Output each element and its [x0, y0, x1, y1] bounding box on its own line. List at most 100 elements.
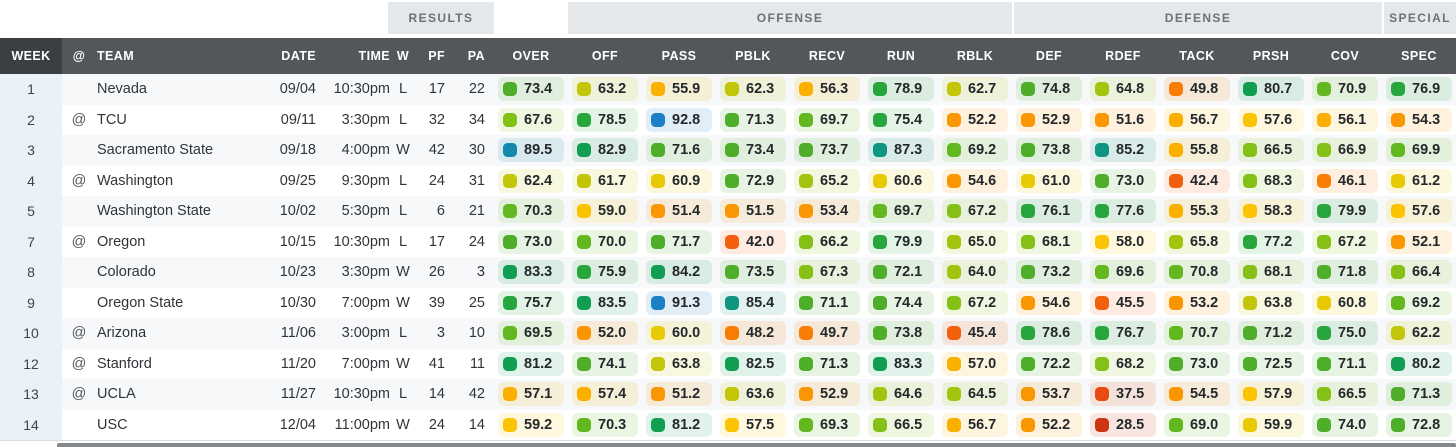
- rating-badge-tack: 53.2: [1164, 290, 1230, 315]
- rating-value: 59.9: [1264, 416, 1293, 433]
- rating-color-dot: [503, 295, 517, 310]
- cell-off: 74.1: [568, 351, 642, 376]
- col-header-cov[interactable]: COV: [1330, 49, 1360, 63]
- rating-value: 69.2: [968, 142, 997, 159]
- cell-spec: 61.2: [1382, 168, 1456, 193]
- rating-badge-rblk: 62.7: [942, 77, 1008, 102]
- rating-color-dot: [1095, 326, 1109, 341]
- cell-pf: 17: [428, 81, 445, 98]
- cell-time: 7:00pm: [341, 294, 390, 311]
- cell-def: 74.8: [1012, 77, 1086, 102]
- cell-pass: 63.8: [642, 351, 716, 376]
- col-header-w[interactable]: W: [396, 49, 410, 63]
- cell-prsh: 71.2: [1234, 321, 1308, 346]
- rating-value: 70.7: [1190, 325, 1219, 342]
- cell-off: 83.5: [568, 290, 642, 315]
- col-header-run[interactable]: RUN: [886, 49, 916, 63]
- cell-def: 72.2: [1012, 351, 1086, 376]
- rating-value: 78.5: [598, 111, 627, 128]
- rating-badge-pblk: 62.3: [720, 77, 786, 102]
- col-header-team[interactable]: TEAM: [97, 49, 135, 63]
- rating-value: 57.6: [1264, 111, 1293, 128]
- rating-value: 70.0: [598, 233, 627, 250]
- cell-over: 67.6: [494, 107, 568, 132]
- rating-value: 60.8: [1338, 294, 1367, 311]
- rating-badge-tack: 65.8: [1164, 229, 1230, 254]
- cell-off: 75.9: [568, 260, 642, 285]
- rating-color-dot: [503, 417, 517, 432]
- col-header-rdef[interactable]: RDEF: [1105, 49, 1141, 63]
- cell-def: 53.7: [1012, 382, 1086, 407]
- rating-value: 72.2: [1042, 355, 1071, 372]
- horizontal-scrollbar[interactable]: [57, 443, 1456, 447]
- cell-week: 14: [0, 409, 62, 440]
- rating-color-dot: [873, 112, 887, 127]
- rating-badge-over: 62.4: [498, 168, 564, 193]
- cell-prsh: 58.3: [1234, 199, 1308, 224]
- rating-value: 89.5: [524, 142, 553, 159]
- rating-badge-recv: 66.2: [794, 229, 860, 254]
- rating-color-dot: [725, 326, 739, 341]
- game-row-stanford: 12 @ Stanford 11/20 7:00pm W 41 11 81.2 74.1 63.8 8…: [0, 348, 1456, 379]
- rating-color-dot: [947, 387, 961, 402]
- rating-value: 75.7: [524, 294, 553, 311]
- cell-time: 4:00pm: [341, 142, 390, 159]
- rating-badge-def: 54.6: [1016, 290, 1082, 315]
- cell-at: @: [71, 111, 87, 128]
- cell-date: 11/06: [280, 325, 316, 342]
- game-row-nevada: 1 Nevada 09/04 10:30pm L 17 22 73.4 63.2 55.9 62.3…: [0, 74, 1456, 105]
- col-header-recv[interactable]: RECV: [808, 49, 846, 63]
- col-header-tack[interactable]: TACK: [1179, 49, 1215, 63]
- rating-badge-spec: 54.3: [1386, 107, 1452, 132]
- cell-run: 78.9: [864, 77, 938, 102]
- rating-value: 81.2: [524, 355, 553, 372]
- cell-pblk: 63.6: [716, 382, 790, 407]
- rating-badge-run: 78.9: [868, 77, 934, 102]
- rating-value: 73.0: [1116, 172, 1145, 189]
- col-header-pa[interactable]: PA: [467, 49, 485, 63]
- col-header-date[interactable]: DATE: [281, 49, 316, 63]
- rating-color-dot: [503, 265, 517, 280]
- cell-prsh: 72.5: [1234, 351, 1308, 376]
- rating-badge-def: 72.2: [1016, 351, 1082, 376]
- rating-badge-over: 59.2: [498, 412, 564, 437]
- cell-pf: 32: [428, 111, 445, 128]
- cell-prsh: 80.7: [1234, 77, 1308, 102]
- col-header-week[interactable]: WEEK: [0, 38, 62, 74]
- col-header-def[interactable]: DEF: [1035, 49, 1063, 63]
- col-header-at[interactable]: @: [72, 49, 86, 63]
- col-header-pass[interactable]: PASS: [661, 49, 697, 63]
- col-header-over[interactable]: OVER: [512, 49, 550, 63]
- rating-color-dot: [1243, 265, 1257, 280]
- rating-badge-spec: 52.1: [1386, 229, 1452, 254]
- rating-color-dot: [503, 112, 517, 127]
- rating-color-dot: [651, 204, 665, 219]
- rating-badge-cov: 79.9: [1312, 199, 1378, 224]
- rating-value: 62.2: [1412, 325, 1441, 342]
- cell-team: Oregon State: [97, 294, 184, 311]
- rating-badge-recv: 65.2: [794, 168, 860, 193]
- rating-value: 67.3: [820, 264, 849, 281]
- col-header-spec[interactable]: SPEC: [1401, 49, 1437, 63]
- rating-color-dot: [1317, 82, 1331, 97]
- col-header-off[interactable]: OFF: [591, 49, 619, 63]
- rating-color-dot: [1317, 295, 1331, 310]
- cell-prsh: 57.6: [1234, 107, 1308, 132]
- col-header-prsh[interactable]: PRSH: [1252, 49, 1290, 63]
- rating-badge-recv: 71.3: [794, 351, 860, 376]
- rating-color-dot: [799, 82, 813, 97]
- cell-team: USC: [97, 416, 128, 433]
- rating-value: 76.7: [1116, 325, 1145, 342]
- cell-cov: 79.9: [1308, 199, 1382, 224]
- col-header-time[interactable]: TIME: [358, 49, 390, 63]
- col-header-rblk[interactable]: RBLK: [956, 49, 994, 63]
- rating-value: 91.3: [672, 294, 701, 311]
- rating-value: 54.6: [968, 172, 997, 189]
- col-header-pblk[interactable]: PBLK: [735, 49, 771, 63]
- rating-badge-rblk: 65.0: [942, 229, 1008, 254]
- rating-value: 62.7: [968, 81, 997, 98]
- rating-value: 58.0: [1116, 233, 1145, 250]
- col-header-pf[interactable]: PF: [428, 49, 445, 63]
- rating-color-dot: [1095, 234, 1109, 249]
- cell-team: Colorado: [97, 264, 156, 281]
